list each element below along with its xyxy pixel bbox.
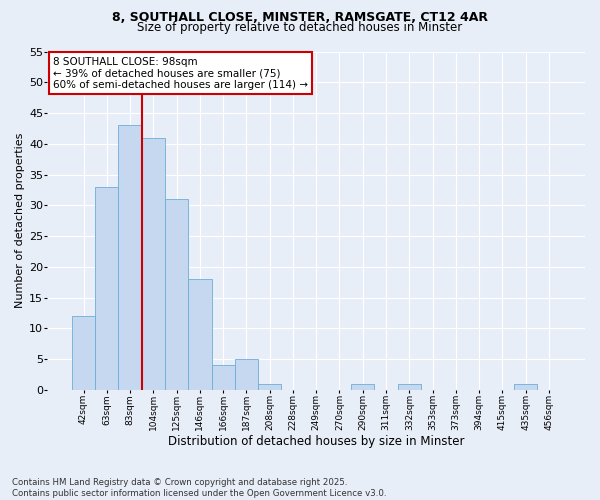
Bar [72, 316, 95, 390]
Y-axis label: Number of detached properties: Number of detached properties [15, 133, 25, 308]
Bar [351, 384, 374, 390]
X-axis label: Distribution of detached houses by size in Minster: Distribution of detached houses by size … [168, 434, 464, 448]
Text: 8, SOUTHALL CLOSE, MINSTER, RAMSGATE, CT12 4AR: 8, SOUTHALL CLOSE, MINSTER, RAMSGATE, CT… [112, 11, 488, 24]
Bar [188, 279, 212, 390]
Bar [142, 138, 165, 390]
Text: Size of property relative to detached houses in Minster: Size of property relative to detached ho… [137, 22, 463, 35]
Bar [398, 384, 421, 390]
Bar [212, 365, 235, 390]
Text: Contains HM Land Registry data © Crown copyright and database right 2025.
Contai: Contains HM Land Registry data © Crown c… [12, 478, 386, 498]
Bar [118, 126, 142, 390]
Bar [165, 199, 188, 390]
Bar [514, 384, 537, 390]
Bar [235, 359, 258, 390]
Text: 8 SOUTHALL CLOSE: 98sqm
← 39% of detached houses are smaller (75)
60% of semi-de: 8 SOUTHALL CLOSE: 98sqm ← 39% of detache… [53, 56, 308, 90]
Bar [258, 384, 281, 390]
Bar [95, 187, 118, 390]
